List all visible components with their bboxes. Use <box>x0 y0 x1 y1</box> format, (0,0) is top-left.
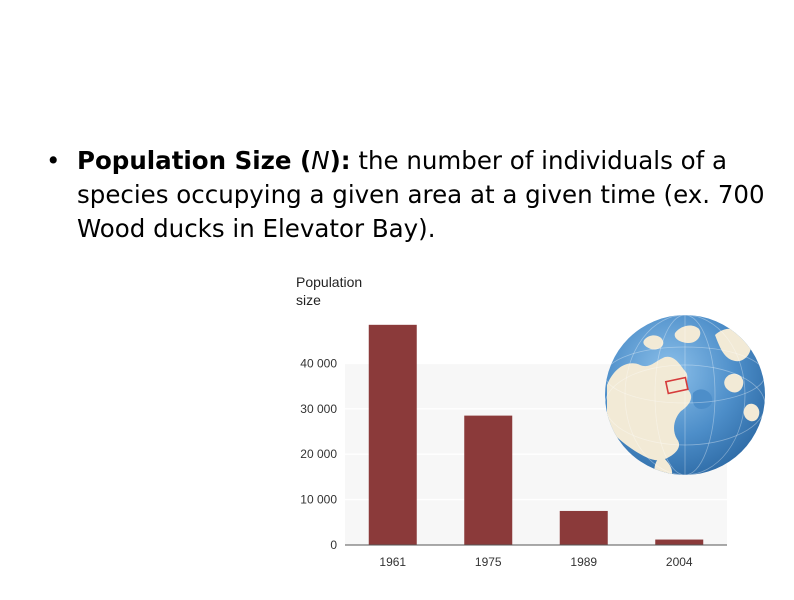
y-tick-label: 30 000 <box>300 402 337 416</box>
y-tick-label: 20 000 <box>300 447 337 461</box>
bar-1989 <box>559 510 608 545</box>
y-tick-label: 40 000 <box>300 356 337 370</box>
bullet-item: • Population Size (N): the number of ind… <box>46 144 766 245</box>
x-tick-label: 1961 <box>379 555 406 569</box>
x-tick-label: 1975 <box>475 555 502 569</box>
x-tick-label: 1989 <box>570 555 597 569</box>
chart-label-layer: 0 10 000 20 000 30 000 40 000 1961 1975 1989 200… <box>296 274 693 569</box>
x-tick-label: 2004 <box>666 555 693 569</box>
globe-graticule <box>605 315 765 475</box>
term-definition: the number of individuals of a species o… <box>77 146 765 243</box>
term-close-colon: ): <box>329 146 351 175</box>
y-tick-label: 10 000 <box>300 493 337 507</box>
bar-2004 <box>655 539 704 545</box>
term-variable: N <box>311 146 330 175</box>
y-axis-label: size <box>296 292 321 308</box>
globe-north-america-icon <box>605 315 765 475</box>
location-marker-icon <box>664 376 689 395</box>
bar-1961 <box>368 324 417 545</box>
term-open-paren: ( <box>291 146 312 175</box>
term-label: Population Size <box>77 146 292 175</box>
y-tick-label: 0 <box>330 538 337 552</box>
bar-1975 <box>464 415 513 545</box>
globe-land <box>607 325 760 475</box>
y-axis-label: Population <box>296 274 362 290</box>
bullet-text-block: • Population Size (N): the number of ind… <box>46 144 766 245</box>
chart-bar-layer <box>368 324 704 545</box>
bullet-symbol: • <box>46 146 61 175</box>
